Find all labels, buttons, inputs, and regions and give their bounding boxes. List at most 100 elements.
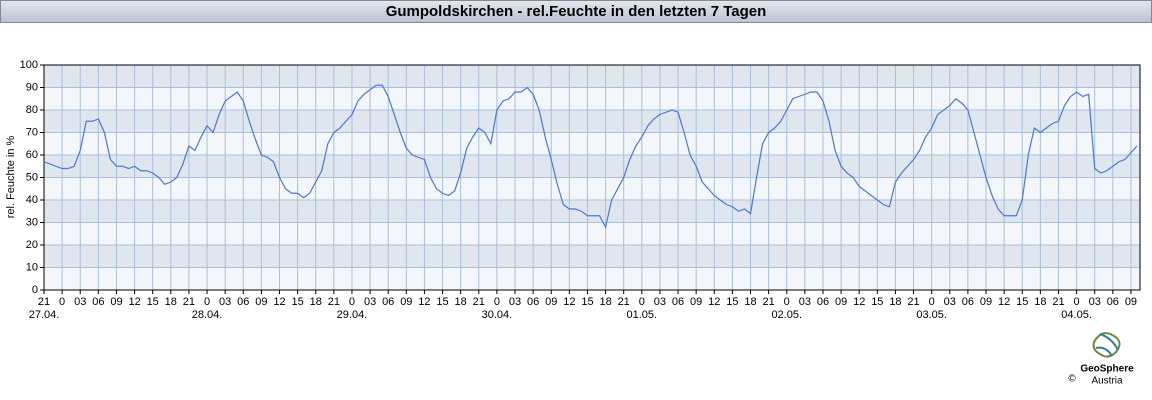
y-tick-label: 60 — [26, 149, 38, 161]
x-tick-label: 15 — [581, 296, 593, 308]
x-tick-label: 03 — [364, 296, 376, 308]
x-tick-label: 12 — [273, 296, 285, 308]
date-label: 28.04. — [192, 309, 223, 321]
date-label: 29.04. — [337, 309, 368, 321]
x-tick-label: 15 — [871, 296, 883, 308]
data-line — [43, 84, 1138, 229]
x-tick-label: 06 — [527, 296, 539, 308]
x-tick-label: 0 — [204, 296, 210, 308]
grid-band — [44, 267, 1140, 290]
x-tick-label: 06 — [817, 296, 829, 308]
grid-band — [44, 245, 1140, 268]
x-tick-label: 18 — [1034, 296, 1046, 308]
x-tick-label: 03 — [799, 296, 811, 308]
copyright: © — [1068, 374, 1076, 385]
x-tick-label: 09 — [1125, 296, 1137, 308]
logo-icon — [1095, 333, 1119, 357]
x-tick-label: 21 — [328, 296, 340, 308]
x-tick-label: 15 — [291, 296, 303, 308]
date-label: 01.05. — [627, 309, 658, 321]
x-tick-label: 12 — [418, 296, 430, 308]
x-tick-label: 21 — [473, 296, 485, 308]
date-label: 04.05. — [1061, 309, 1092, 321]
x-tick-label: 06 — [962, 296, 974, 308]
x-tick-label: 18 — [455, 296, 467, 308]
x-tick-label: 21 — [183, 296, 195, 308]
logo-icon — [1092, 332, 1121, 358]
grid-band — [44, 177, 1140, 200]
x-tick-label: 21 — [618, 296, 630, 308]
x-tick-label: 12 — [853, 296, 865, 308]
logo-name: GeoSphere — [1080, 364, 1134, 375]
x-tick-label: 0 — [639, 296, 645, 308]
x-tick-label: 06 — [1107, 296, 1119, 308]
x-tick-label: 12 — [998, 296, 1010, 308]
y-tick-label: 80 — [26, 104, 38, 116]
x-tick-label: 12 — [708, 296, 720, 308]
date-label: 27.04. — [29, 309, 60, 321]
x-tick-label: 03 — [509, 296, 521, 308]
chart-title: Gumpoldskirchen - rel.Feuchte in den let… — [386, 3, 767, 20]
x-tick-label: 18 — [165, 296, 177, 308]
y-axis-label: rel. Feuchte in % — [5, 136, 17, 219]
x-tick-label: 0 — [349, 296, 355, 308]
y-tick-label: 90 — [26, 81, 38, 93]
x-tick-label: 12 — [563, 296, 575, 308]
y-tick-label: 10 — [26, 261, 38, 273]
x-tick-label: 03 — [654, 296, 666, 308]
y-tick-label: 70 — [26, 126, 38, 138]
x-tick-label: 09 — [980, 296, 992, 308]
logo: GeoSphere Austria © — [1068, 332, 1134, 387]
x-tick-label: 15 — [147, 296, 159, 308]
x-tick-label: 03 — [74, 296, 86, 308]
x-tick-label: 0 — [494, 296, 500, 308]
y-tick-label: 100 — [20, 59, 38, 71]
logo-sub: Austria — [1091, 376, 1123, 387]
x-tick-label: 03 — [944, 296, 956, 308]
x-tick-label: 09 — [690, 296, 702, 308]
x-tick-label: 21 — [1052, 296, 1064, 308]
x-tick-label: 06 — [92, 296, 104, 308]
y-tick-label: 40 — [26, 194, 38, 206]
x-tick-label: 09 — [835, 296, 847, 308]
grid-band — [44, 65, 1140, 88]
x-tick-label: 18 — [889, 296, 901, 308]
x-tick-label: 15 — [436, 296, 448, 308]
x-tick-label: 21 — [763, 296, 775, 308]
x-tick-label: 18 — [310, 296, 322, 308]
date-label: 30.04. — [482, 309, 513, 321]
x-tick-label: 06 — [382, 296, 394, 308]
x-tick-label: 06 — [672, 296, 684, 308]
plot-frame — [43, 64, 1141, 291]
grid-band — [44, 110, 1140, 133]
date-label: 03.05. — [916, 309, 947, 321]
x-tick-label: 0 — [929, 296, 935, 308]
x-tick-label: 06 — [237, 296, 249, 308]
y-tick-label: 30 — [26, 216, 38, 228]
date-label: 02.05. — [771, 309, 802, 321]
x-tick-label: 09 — [545, 296, 557, 308]
x-tick-label: 03 — [1089, 296, 1101, 308]
x-tick-label: 0 — [59, 296, 65, 308]
grid-band — [44, 222, 1140, 245]
y-tick-label: 20 — [26, 239, 38, 251]
x-tick-label: 21 — [38, 296, 50, 308]
y-tick-label: 50 — [26, 171, 38, 183]
grid-band — [44, 200, 1140, 223]
x-tick-label: 09 — [255, 296, 267, 308]
grid-band — [44, 87, 1140, 110]
x-tick-label: 0 — [1074, 296, 1080, 308]
x-tick-label: 09 — [110, 296, 122, 308]
y-tick-label: 0 — [32, 284, 38, 296]
x-tick-label: 09 — [400, 296, 412, 308]
x-tick-label: 18 — [744, 296, 756, 308]
x-tick-label: 12 — [128, 296, 140, 308]
x-tick-label: 15 — [726, 296, 738, 308]
x-tick-label: 03 — [219, 296, 231, 308]
x-tick-label: 21 — [907, 296, 919, 308]
grid-band — [44, 132, 1140, 155]
x-tick-label: 18 — [599, 296, 611, 308]
